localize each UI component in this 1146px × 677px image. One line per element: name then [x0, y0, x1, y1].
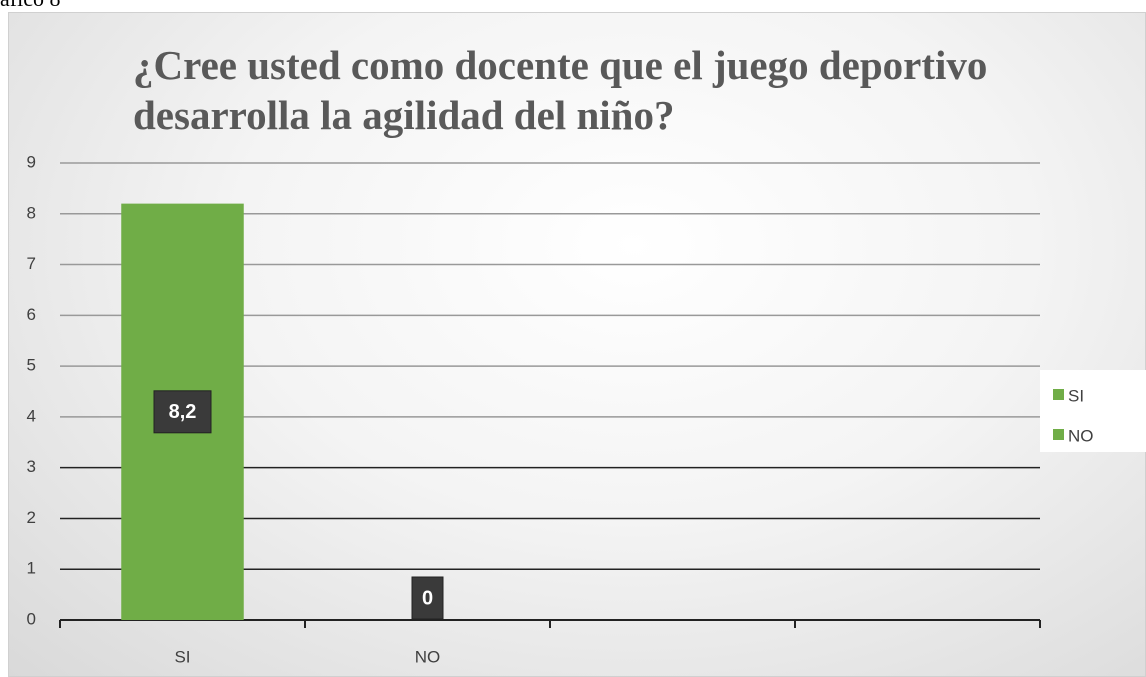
legend-swatch [1053, 429, 1064, 440]
legend-swatch [1053, 389, 1064, 400]
y-tick-label: 1 [27, 559, 36, 578]
caption: áfico 8 [0, 0, 60, 12]
y-tick-label: 0 [27, 609, 36, 628]
data-label: 8,2 [169, 401, 197, 423]
y-tick-label: 3 [27, 457, 36, 476]
y-tick-label: 6 [27, 305, 36, 324]
y-tick-label: 5 [27, 356, 36, 375]
chart-title: ¿Cree usted como docente que el juego de… [133, 42, 988, 138]
y-tick-label: 9 [27, 152, 36, 171]
data-label-box [153, 390, 212, 434]
legend-label: SI [1068, 386, 1084, 405]
y-tick-label: 4 [27, 406, 36, 425]
data-label-box [411, 576, 444, 620]
y-tick-label: 2 [27, 508, 36, 527]
y-tick-label: 7 [27, 254, 36, 273]
y-tick-label: 8 [27, 203, 36, 222]
legend-label: NO [1068, 426, 1094, 445]
data-label: 0 [422, 587, 433, 609]
x-tick-label: NO [415, 647, 441, 666]
x-tick-label: SI [174, 647, 190, 666]
